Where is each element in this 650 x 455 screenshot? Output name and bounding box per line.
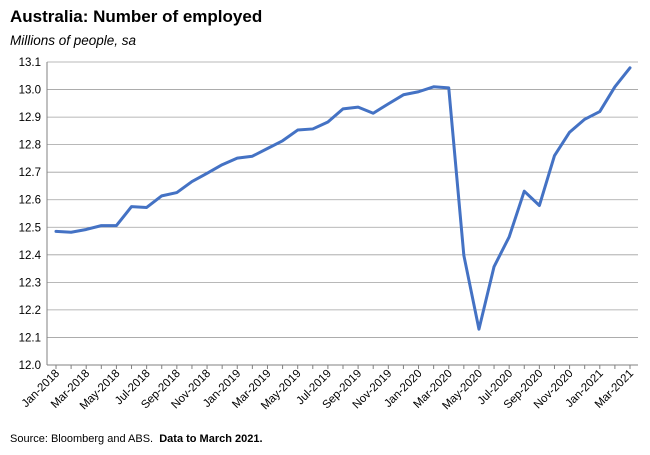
chart-subtitle: Millions of people, sa — [10, 33, 137, 48]
y-tick-label: 13.0 — [19, 85, 41, 97]
source-date-note: Data to March 2021. — [159, 433, 263, 445]
y-tick-label: 12.9 — [19, 112, 41, 124]
gridlines — [47, 61, 638, 338]
y-tick-label: 12.4 — [19, 250, 42, 262]
y-tick-label: 12.6 — [19, 195, 41, 207]
source-note: Source: Bloomberg and ABS. Data to March… — [10, 433, 263, 445]
y-tick-label: 12.5 — [19, 222, 41, 234]
y-tick-label: 12.0 — [19, 360, 41, 372]
y-tick-label: 12.2 — [19, 305, 41, 317]
series-line-employed — [54, 66, 632, 331]
source-text: Source: Bloomberg and ABS. — [10, 433, 154, 445]
axes — [46, 62, 638, 369]
y-tick-label: 12.3 — [19, 277, 41, 289]
y-tick-labels: 12.0 12.1 12.2 12.3 12.4 12.5 12.6 12.7 12.8 12.9… — [19, 57, 42, 372]
chart-title: Australia: Number of employed — [10, 7, 263, 26]
x-tick-labels: Jan-2018Mar-2018May-2018Jul-2018Sep-2018… — [20, 368, 636, 413]
series-layer — [54, 66, 632, 331]
y-tick-label: 13.1 — [19, 57, 41, 69]
y-tick-label: 12.1 — [19, 332, 41, 344]
y-tick-label: 12.7 — [19, 167, 41, 179]
y-tick-label: 12.8 — [19, 140, 41, 152]
